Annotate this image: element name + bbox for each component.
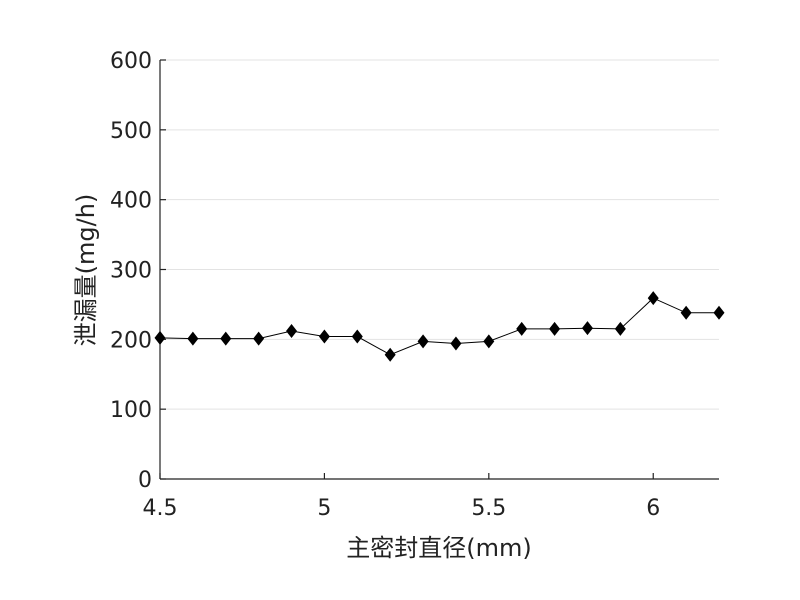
data-point-marker	[417, 334, 429, 349]
series-line	[159, 297, 719, 356]
data-point-marker	[318, 329, 330, 344]
data-point-marker	[187, 331, 199, 346]
tick-labels: 0 100 200 300 400 500 600 4.5 5 5.5 6	[110, 49, 660, 521]
data-point-marker	[450, 336, 462, 351]
data-point-marker	[614, 321, 626, 336]
data-point-marker	[286, 323, 298, 338]
data-point-marker	[680, 305, 692, 320]
y-tick-label: 600	[110, 49, 152, 74]
data-point-marker	[154, 330, 166, 345]
data-point-marker	[713, 305, 725, 320]
x-tick-label: 4.5	[143, 496, 178, 521]
y-tick-label: 0	[138, 468, 152, 493]
y-tick-label: 200	[110, 328, 152, 353]
y-tick-label: 300	[110, 259, 152, 284]
y-tick-label: 500	[110, 119, 152, 144]
y-axis-title: 泄漏量(mg/h)	[72, 194, 100, 347]
x-tick-label: 5	[317, 496, 331, 521]
x-tick-label: 5.5	[471, 496, 506, 521]
data-point-marker	[516, 321, 528, 336]
data-point-marker	[351, 329, 363, 344]
data-point-marker	[549, 321, 561, 336]
y-tick-label: 100	[110, 398, 152, 423]
y-tick-label: 400	[110, 189, 152, 214]
data-point-marker	[220, 331, 232, 346]
data-point-marker	[483, 334, 495, 349]
data-point-marker	[581, 321, 593, 336]
data-series	[154, 291, 725, 362]
x-axis-title: 主密封直径(mm)	[346, 534, 531, 562]
data-point-marker	[647, 291, 659, 306]
x-tick-label: 6	[646, 496, 660, 521]
data-point-marker	[253, 331, 265, 346]
axes	[159, 59, 719, 480]
grid-lines	[160, 59, 719, 410]
data-point-marker	[384, 347, 396, 362]
